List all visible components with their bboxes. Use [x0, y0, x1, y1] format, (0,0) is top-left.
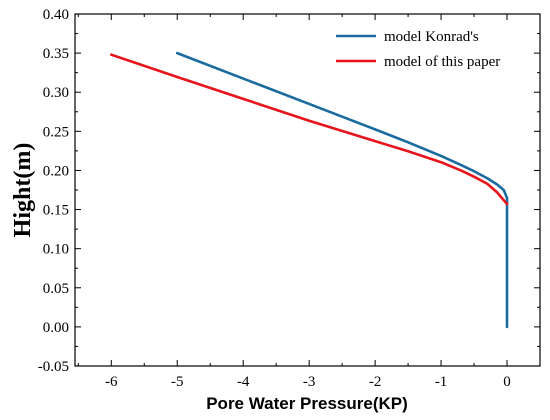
y-tick-label: 0.00 — [43, 320, 69, 336]
legend-label-2: model of this paper — [384, 54, 500, 70]
series-lines — [109, 51, 509, 329]
y-tick-label: 0.40 — [43, 7, 69, 23]
axis-ticks: -6 -5 -4 -3 -2 -1 0 -0.05 0.00 0.05 0.10 0.15 0.20 0.… — [38, 7, 541, 390]
legend-label-1: model Konrad's — [384, 29, 479, 45]
series-line-2 — [109, 53, 509, 206]
y-tick-label: 0.10 — [43, 242, 69, 258]
y-tick-label: 0.35 — [43, 46, 69, 62]
y-tick-label: 0.05 — [43, 281, 69, 297]
x-tick-label: -4 — [237, 374, 250, 390]
x-tick-label: 0 — [503, 374, 511, 390]
series-line-1 — [175, 51, 509, 329]
x-axis-title: Pore Water Pressure(KP) — [206, 394, 408, 413]
y-tick-label: 0.15 — [43, 203, 69, 219]
y-tick-label: 0.25 — [43, 124, 69, 140]
x-tick-label: -2 — [369, 374, 382, 390]
x-tick-label: -5 — [171, 374, 184, 390]
x-tick-label: -6 — [105, 374, 118, 390]
x-tick-label: -1 — [435, 374, 448, 390]
y-tick-label: -0.05 — [38, 359, 69, 375]
y-tick-label: 0.20 — [43, 163, 69, 179]
y-tick-label: 0.30 — [43, 85, 69, 101]
legend: model Konrad's model of this paper — [336, 29, 500, 70]
x-tick-label: -3 — [303, 374, 316, 390]
y-axis-title: Hight(m) — [10, 143, 36, 238]
